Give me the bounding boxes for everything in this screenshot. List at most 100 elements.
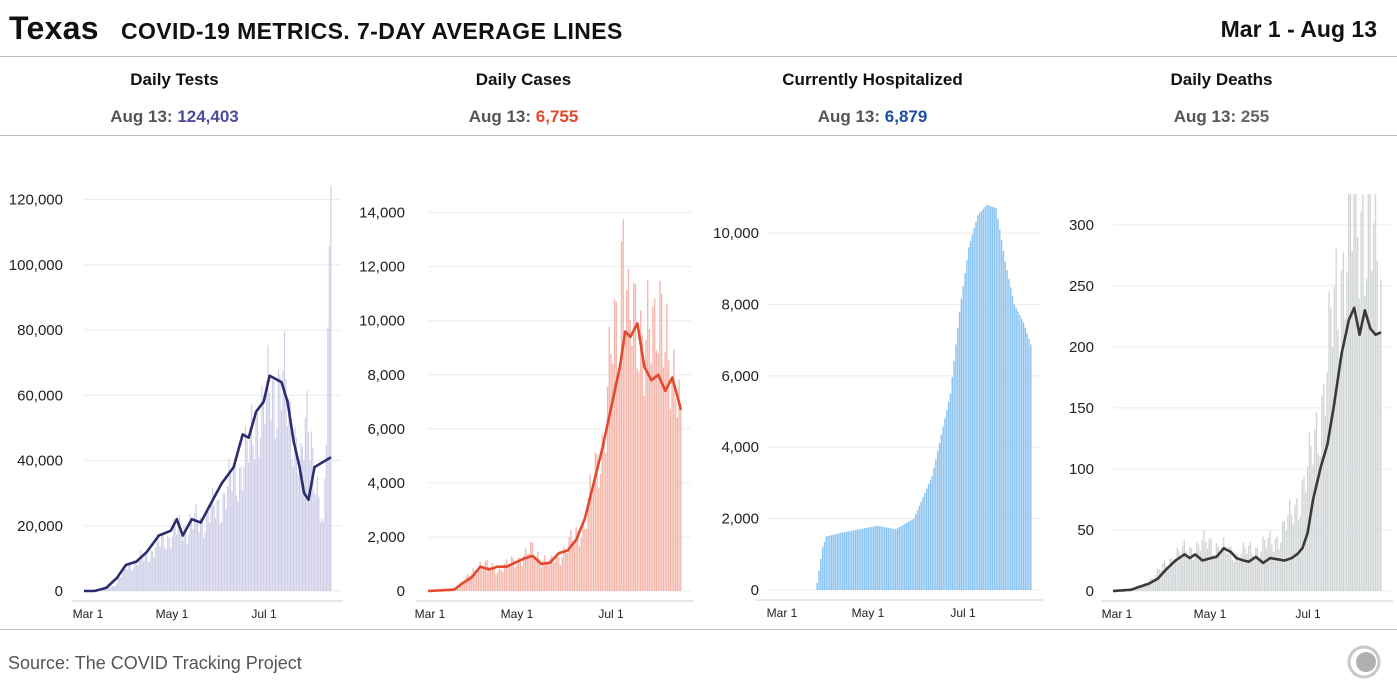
bar [1207, 549, 1208, 591]
chart-daily-tests: 020,00040,00060,00080,000100,000120,000M… [0, 136, 349, 628]
bar [1348, 194, 1349, 591]
y-tick-label: 200 [1069, 339, 1094, 356]
bar [284, 331, 285, 591]
bar [535, 557, 536, 591]
bar [121, 577, 122, 591]
y-tick-label: 14,000 [359, 205, 405, 222]
bar [169, 538, 170, 591]
metric-date-label: Aug 13: [818, 107, 880, 126]
bar [236, 495, 237, 591]
bar [1369, 194, 1370, 591]
bar [275, 439, 276, 591]
bar [1180, 556, 1181, 591]
bar [1198, 545, 1199, 591]
bar [558, 557, 559, 591]
bar [955, 344, 956, 590]
bar [485, 561, 486, 591]
bar [560, 565, 561, 591]
bar [190, 514, 191, 591]
state-title: Texas [9, 10, 99, 47]
bar [163, 533, 164, 591]
bar [880, 526, 881, 590]
bar [1259, 558, 1260, 591]
bar [1280, 543, 1281, 591]
bar [937, 451, 938, 590]
bar [257, 413, 258, 591]
bar [846, 532, 847, 590]
bar [193, 529, 194, 591]
bar [556, 554, 557, 591]
bar [950, 394, 951, 590]
bar [886, 528, 887, 590]
bar [1298, 520, 1299, 591]
bar [908, 522, 909, 590]
bar [1255, 548, 1256, 591]
x-tick-label: Jul 1 [251, 607, 277, 621]
bar [1248, 545, 1249, 591]
bar [568, 537, 569, 591]
bar [149, 561, 150, 591]
bar [1312, 465, 1313, 591]
bar [628, 269, 629, 591]
bar [642, 335, 643, 591]
bar [677, 418, 678, 591]
bar [197, 522, 198, 591]
bar [509, 564, 510, 591]
bar [514, 567, 515, 591]
bar [314, 493, 315, 591]
bar [507, 564, 508, 591]
bar [297, 474, 298, 591]
bar [598, 488, 599, 591]
bar [979, 213, 980, 590]
bar [261, 385, 262, 591]
y-tick-label: 60,000 [17, 387, 63, 404]
x-tick-label: Mar 1 [73, 607, 104, 621]
x-tick-label: Jul 1 [950, 606, 976, 620]
bar [164, 548, 165, 591]
bar [1219, 555, 1220, 591]
metric-title: Daily Deaths [1047, 70, 1396, 90]
bar [1182, 546, 1183, 591]
bar [1228, 547, 1229, 591]
bar [1287, 515, 1288, 591]
metric-title: Daily Tests [0, 70, 349, 90]
bar [941, 435, 942, 590]
bar [131, 571, 132, 591]
y-tick-label: 250 [1069, 278, 1094, 295]
bar [252, 445, 253, 591]
bar [647, 280, 648, 591]
bar [986, 205, 987, 590]
bar [199, 532, 200, 591]
bar [902, 525, 903, 590]
bar [661, 294, 662, 591]
bar [130, 563, 131, 591]
bar [619, 374, 620, 591]
bar [1001, 240, 1002, 590]
metric-daily-deaths: Daily Deaths Aug 13: 255 [1047, 57, 1396, 135]
x-tick-label: Mar 1 [1102, 607, 1133, 621]
bar [584, 529, 585, 591]
bar [992, 207, 993, 590]
bar [320, 522, 321, 591]
bar [224, 494, 225, 591]
bar [1350, 194, 1351, 591]
bar [879, 526, 880, 590]
bar [495, 574, 496, 591]
bar [1360, 212, 1361, 591]
bar [1250, 542, 1251, 591]
bar [913, 519, 914, 590]
bar [862, 529, 863, 590]
x-tick-label: May 1 [156, 607, 189, 621]
bar [668, 360, 669, 591]
bar [581, 538, 582, 591]
bar [115, 586, 116, 591]
bar [481, 567, 482, 591]
bar [1294, 505, 1295, 591]
metric-value: 6,879 [885, 107, 928, 126]
bar [1187, 556, 1188, 591]
bar [116, 583, 117, 591]
y-tick-label: 40,000 [17, 453, 63, 470]
bar [486, 560, 487, 591]
bar [975, 222, 976, 590]
